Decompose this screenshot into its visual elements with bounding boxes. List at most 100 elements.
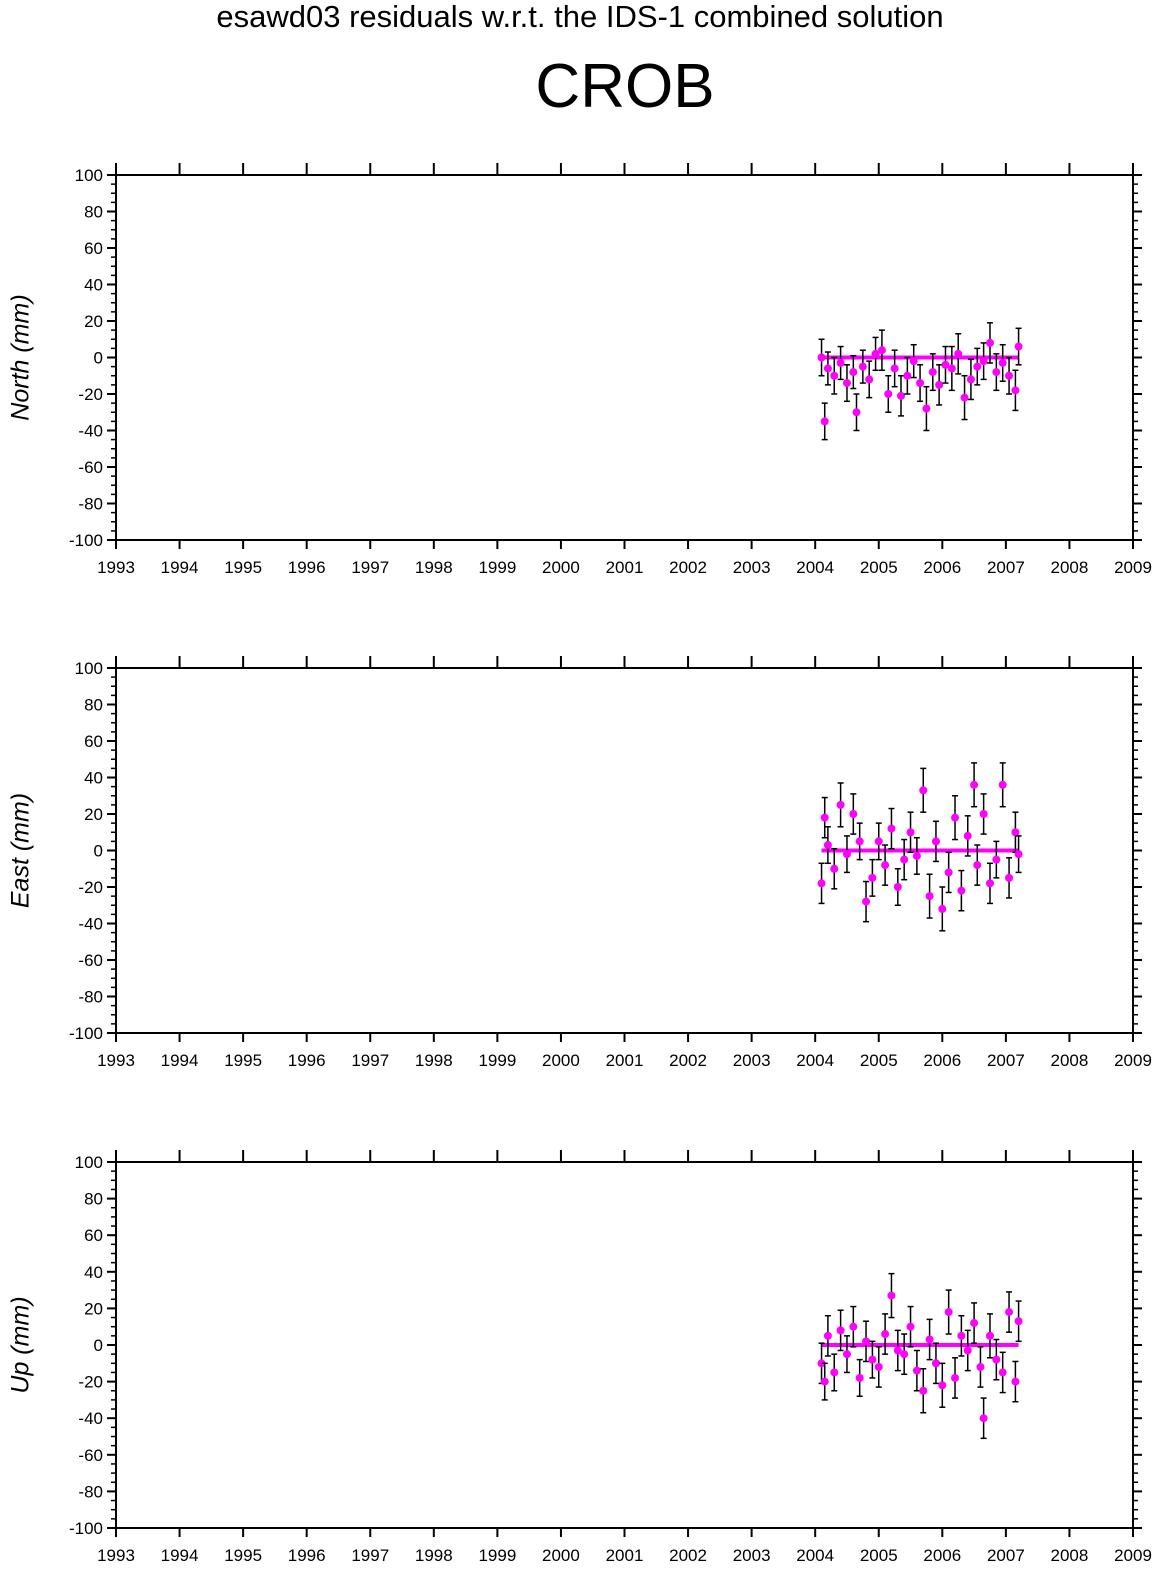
x-tick-label: 1997 (351, 1051, 389, 1070)
x-tick-label: 1998 (415, 558, 453, 577)
y-tick-label: 60 (84, 239, 103, 258)
y-tick-label: 40 (84, 769, 103, 788)
data-point (823, 364, 832, 373)
data-point (887, 824, 896, 833)
data-point (979, 1414, 988, 1423)
data-point (823, 841, 832, 850)
station-title: CROB (535, 52, 715, 121)
x-tick-label: 2002 (669, 1051, 707, 1070)
data-point (906, 1322, 915, 1331)
data-point (941, 360, 950, 369)
y-axis-label: North (mm) (7, 294, 35, 420)
x-tick-label: 1995 (224, 1051, 262, 1070)
data-point (830, 864, 839, 873)
data-point (909, 357, 918, 366)
data-point (881, 1330, 890, 1339)
data-point (951, 1373, 960, 1382)
data-point (874, 837, 883, 846)
x-tick-label: 1999 (478, 558, 516, 577)
x-tick-label: 2003 (733, 1546, 771, 1565)
data-point (1011, 386, 1020, 395)
x-tick-label: 1996 (288, 1051, 326, 1070)
data-point (817, 353, 826, 362)
data-point (890, 364, 899, 373)
y-tick-label: 0 (94, 842, 103, 861)
data-point (954, 349, 963, 358)
data-point (931, 837, 940, 846)
x-tick-label: 2004 (796, 558, 834, 577)
data-point (960, 393, 969, 402)
data-point (970, 1319, 979, 1328)
data-point (836, 800, 845, 809)
data-point (998, 358, 1007, 367)
data-point (957, 886, 966, 895)
data-point (830, 371, 839, 380)
data-point (931, 1359, 940, 1368)
x-tick-label: 2005 (860, 558, 898, 577)
data-point (966, 375, 975, 384)
data-point (823, 1331, 832, 1340)
y-tick-label: 60 (84, 732, 103, 751)
data-point (820, 417, 829, 426)
y-tick-label: -100 (69, 1519, 103, 1538)
data-point (976, 1362, 985, 1371)
data-point (842, 1350, 851, 1359)
data-point (900, 855, 909, 864)
y-tick-label: -20 (78, 1373, 103, 1392)
x-tick-label: 2000 (542, 558, 580, 577)
x-tick-label: 2008 (1051, 558, 1089, 577)
data-point (871, 349, 880, 358)
data-point (836, 358, 845, 367)
y-tick-label: -100 (69, 531, 103, 550)
data-point (1005, 371, 1014, 380)
x-tick-label: 2006 (923, 558, 961, 577)
x-tick-label: 2004 (796, 1051, 834, 1070)
data-point (877, 346, 886, 355)
data-point (874, 1362, 883, 1371)
figure-supertitle: esawd03 residuals w.r.t. the IDS-1 combi… (216, 0, 944, 34)
y-tick-label: 60 (84, 1226, 103, 1245)
y-tick-label: -40 (78, 1409, 103, 1428)
data-point (868, 1355, 877, 1364)
y-tick-label: -60 (78, 1446, 103, 1465)
x-tick-label: 2002 (669, 1546, 707, 1565)
y-tick-label: 0 (94, 349, 103, 368)
x-tick-label: 1999 (478, 1051, 516, 1070)
x-tick-label: 1993 (97, 558, 135, 577)
y-tick-label: -80 (78, 495, 103, 514)
data-point (862, 1337, 871, 1346)
data-point (912, 1366, 921, 1375)
data-point (973, 362, 982, 371)
y-tick-label: 20 (84, 312, 103, 331)
x-tick-label: 1993 (97, 1051, 135, 1070)
x-tick-label: 2008 (1051, 1546, 1089, 1565)
x-tick-label: 1998 (415, 1546, 453, 1565)
data-point (1014, 850, 1023, 859)
y-axis-label: East (mm) (7, 793, 35, 908)
x-tick-label: 2006 (923, 1546, 961, 1565)
y-tick-label: -40 (78, 915, 103, 934)
data-point (842, 850, 851, 859)
y-axis-label: Up (mm) (7, 1296, 35, 1393)
x-tick-label: 1995 (224, 558, 262, 577)
x-tick-label: 1995 (224, 1546, 262, 1565)
data-point (998, 1368, 1007, 1377)
data-point (903, 371, 912, 380)
data-point (925, 1335, 934, 1344)
data-point (998, 780, 1007, 789)
y-tick-label: -20 (78, 385, 103, 404)
x-tick-label: 1996 (288, 1546, 326, 1565)
data-point (979, 810, 988, 818)
x-tick-label: 1996 (288, 558, 326, 577)
data-point (893, 883, 902, 891)
data-point (973, 861, 982, 870)
data-point (919, 1386, 928, 1395)
data-point (900, 1350, 909, 1359)
y-tick-label: 80 (84, 696, 103, 715)
y-tick-label: 20 (84, 805, 103, 824)
y-tick-label: -60 (78, 951, 103, 970)
data-point (1011, 1377, 1020, 1386)
data-point (830, 1368, 839, 1377)
x-tick-label: 1994 (161, 1546, 199, 1565)
data-point (925, 892, 934, 901)
